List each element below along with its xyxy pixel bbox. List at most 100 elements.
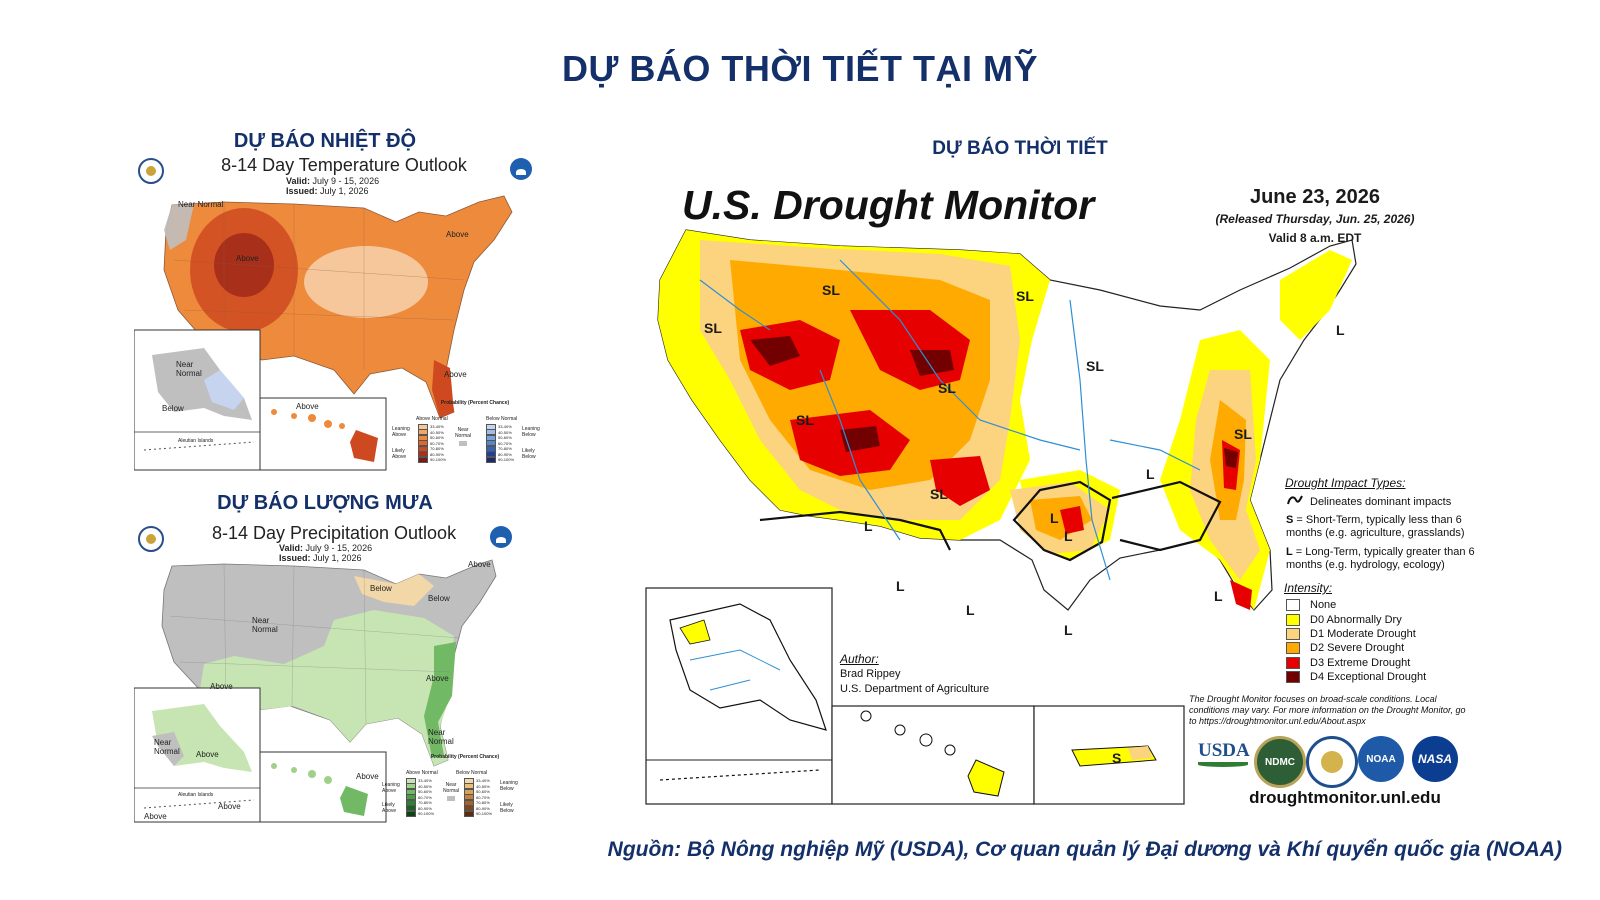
temp-legend-above-swatches: 33-40% 40-50% 50-60% 60-70% 70-80% 80-90% 90-1… bbox=[418, 423, 446, 463]
impact-delineates: Delineates dominant impacts bbox=[1310, 496, 1452, 508]
temp-label-above-fl: Above bbox=[444, 370, 467, 379]
temp-legend-title: Probability (Percent Chance) bbox=[440, 400, 510, 406]
precip-below-legend-range: 50-60% bbox=[476, 789, 490, 794]
intensity-swatch bbox=[1286, 671, 1300, 684]
precip-legend-above-normal: Above Normal bbox=[406, 770, 438, 776]
intensity-row: D0 Abnormally Dry bbox=[1286, 612, 1426, 626]
temperature-section-title: DỰ BÁO NHIỆT ĐỘ bbox=[233, 130, 417, 152]
precip-below-legend-swatch bbox=[464, 810, 474, 817]
precip-above-legend-range: 90-100% bbox=[418, 811, 435, 816]
precip-label-below-lakes: Below bbox=[370, 584, 392, 593]
precip-below-legend-range: 90-100% bbox=[476, 811, 493, 816]
temp-below-legend-range: 80-90% bbox=[498, 451, 512, 457]
precip-label-hi-above: Above bbox=[356, 772, 379, 781]
temp-above-legend-row: 90-100% bbox=[418, 456, 446, 463]
doc-seal-icon bbox=[138, 526, 164, 552]
precipitation-valid: Valid: July 9 - 15, 2026 bbox=[279, 543, 373, 553]
precip-legend-leaning-above: Leaning Above bbox=[382, 782, 400, 794]
drought-label-l-maine: L bbox=[1336, 322, 1345, 338]
drought-map-title: U.S. Drought Monitor bbox=[682, 182, 1095, 228]
precip-label-near-normal-se: Near Normal bbox=[428, 728, 454, 746]
drought-label-sl-minnesota: SL bbox=[1016, 288, 1034, 304]
precip-above-legend-range: 80-90% bbox=[418, 805, 432, 811]
temp-label-ak-below: Below bbox=[162, 404, 184, 413]
intensity-swatch bbox=[1286, 613, 1300, 626]
drought-map bbox=[645, 229, 1357, 805]
drought-date: June 23, 2026 bbox=[1249, 186, 1381, 208]
drought-label-l-new-mexico: L bbox=[864, 518, 873, 534]
temp-below-legend-row: 90-100% bbox=[486, 456, 514, 463]
temp-above-legend-range: 70-80% bbox=[430, 446, 444, 451]
precip-label-aleutian: Aleutian Islands bbox=[178, 792, 214, 798]
precip-label-above-maine: Above bbox=[468, 560, 491, 569]
drought-label-l-gulf: L bbox=[1064, 622, 1073, 638]
impact-long-term: L = Long-Term, typically greater than 6 … bbox=[1286, 546, 1475, 571]
intensity-label: D2 Severe Drought bbox=[1310, 642, 1405, 655]
temperature-valid: Valid: July 9 - 15, 2026 bbox=[286, 176, 380, 186]
temp-below-legend-swatch bbox=[486, 456, 496, 463]
doc-seal-icon bbox=[1306, 736, 1358, 788]
precip-below-legend-range: 70-80% bbox=[476, 800, 490, 805]
temp-below-legend-range: 70-80% bbox=[498, 446, 512, 451]
noaa-logo: NOAA bbox=[1358, 736, 1404, 782]
intensity-swatch bbox=[1286, 599, 1300, 612]
precip-label-ak-above: Above bbox=[196, 750, 219, 759]
precip-legend-leaning-below: Leaning Below bbox=[500, 780, 518, 792]
drought-label-sl-utah: SL bbox=[796, 412, 814, 428]
intensity-legend: None D0 Abnormally Dry D1 Moderate Drought… bbox=[1286, 598, 1426, 684]
temperature-issued: Issued: July 1, 2026 bbox=[286, 186, 369, 196]
intensity-row: None bbox=[1286, 598, 1426, 612]
intensity-label: D3 Extreme Drought bbox=[1310, 656, 1411, 669]
intensity-label: D4 Exceptional Drought bbox=[1310, 671, 1427, 684]
temperature-panel-title: 8-14 Day Temperature Outlook bbox=[221, 155, 467, 175]
temp-legend-likely-above: Likely Above bbox=[392, 448, 407, 460]
impact-short-term: S = Short-Term, typically less than 6 mo… bbox=[1286, 514, 1465, 539]
temp-legend-below-swatches: 33-40% 40-50% 50-60% 60-70% 70-80% 80-90% 90-1… bbox=[486, 423, 514, 463]
precipitation-panel-title: 8-14 Day Precipitation Outlook bbox=[211, 523, 457, 543]
intensity-row: D4 Exceptional Drought bbox=[1286, 670, 1426, 684]
usda-logo: USDA bbox=[1198, 740, 1250, 776]
drought-label-sl-montana: SL bbox=[822, 282, 840, 298]
precip-above-legend-range: 60-70% bbox=[418, 794, 432, 800]
precip-below-legend-range: 80-90% bbox=[476, 805, 490, 811]
precip-below-legend-row: 90-100% bbox=[464, 810, 493, 817]
drought-website[interactable]: droughtmonitor.unl.edu bbox=[1249, 788, 1441, 807]
precipitation-outlook-panel: 8-14 Day Precipitation Outlook Valid: Ju… bbox=[134, 520, 534, 824]
temp-below-legend-range: 50-60% bbox=[498, 435, 512, 440]
noaa-seal-icon bbox=[510, 158, 532, 180]
drought-label-l-mississippi: L bbox=[1064, 528, 1073, 544]
precip-legend-likely-below: Likely Below bbox=[500, 802, 514, 814]
precip-legend-near-swatch bbox=[447, 796, 455, 801]
precip-above-legend-range: 40-50% bbox=[418, 783, 432, 789]
impact-line-icon bbox=[1287, 495, 1303, 505]
temp-legend-leaning-above: Leaning Above bbox=[392, 426, 410, 438]
author-label: Author: bbox=[840, 652, 879, 666]
precip-legend-below-normal: Below Normal bbox=[456, 770, 488, 776]
doc-seal-icon bbox=[138, 158, 164, 184]
temp-above-legend-range: 60-70% bbox=[430, 440, 444, 446]
temp-legend-near-swatch bbox=[459, 441, 467, 446]
precipitation-map bbox=[134, 559, 497, 823]
drought-label-l-west-texas: L bbox=[896, 578, 905, 594]
drought-label-l-florida: L bbox=[1214, 588, 1223, 604]
drought-label-l-south-texas: L bbox=[966, 602, 975, 618]
intensity-label: None bbox=[1310, 599, 1337, 612]
temp-legend-below-normal: Below Normal bbox=[486, 416, 518, 422]
precip-above-legend-row: 90-100% bbox=[406, 810, 435, 817]
temp-above-legend-range: 80-90% bbox=[430, 451, 444, 457]
precip-label-above-west: Above bbox=[210, 682, 233, 691]
intensity-row: D2 Severe Drought bbox=[1286, 641, 1426, 655]
drought-label-s-puerto-rico: S bbox=[1112, 750, 1122, 766]
intensity-swatch bbox=[1286, 656, 1300, 669]
temp-above-legend-swatch bbox=[418, 456, 428, 463]
precip-below-legend-range: 33-40% bbox=[476, 778, 490, 783]
precipitation-issued: Issued: July 1, 2026 bbox=[279, 553, 362, 563]
ndmc-logo: NDMC bbox=[1254, 736, 1306, 788]
temperature-outlook-panel: 8-14 Day Temperature Outlook Valid: July… bbox=[134, 152, 540, 472]
precip-label-ak-above-east: Above bbox=[218, 802, 241, 811]
temp-label-hi-above: Above bbox=[296, 402, 319, 411]
precip-legend-likely-above: Likely Above bbox=[382, 802, 397, 814]
precip-above-legend-range: 70-80% bbox=[418, 800, 432, 805]
drought-valid: Valid 8 a.m. EDT bbox=[1268, 231, 1362, 245]
intensity-swatch bbox=[1286, 642, 1300, 655]
